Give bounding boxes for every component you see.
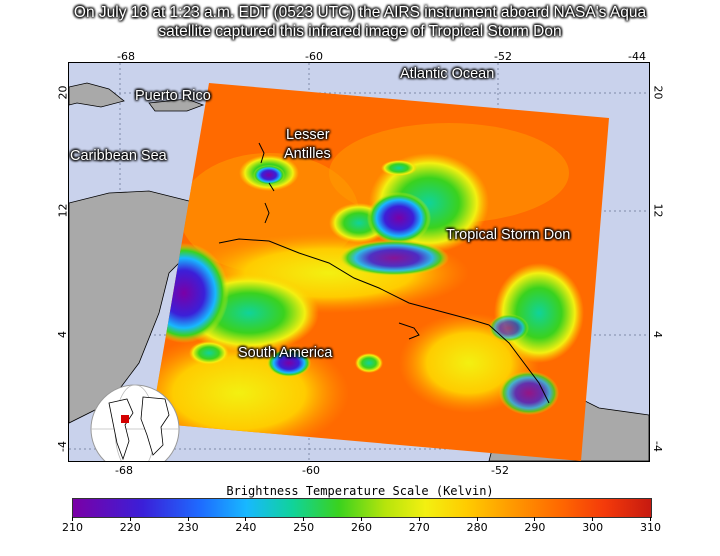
label-south-america: South America	[238, 345, 333, 361]
colorbar-title: Brightness Temperature Scale (Kelvin)	[226, 484, 494, 498]
lat-tick-right-1: 20	[651, 85, 665, 100]
colorbar-tick-label: 230	[177, 521, 199, 534]
colorbar-tick-label: 270	[408, 521, 430, 534]
colorbar-tick-label: 210	[62, 521, 83, 534]
lat-tick-right-3: 4	[651, 331, 664, 338]
colorbar-tick-label: 290	[524, 521, 546, 534]
colorbar-tick-mark	[72, 517, 73, 521]
colorbar-tick-mark	[245, 517, 247, 521]
lat-tick-right-2: 12	[651, 203, 665, 218]
lon-tick-bottom-3: -52	[491, 464, 509, 477]
colorbar-tick-mark	[476, 517, 478, 521]
lon-tick-bottom-2: -60	[302, 464, 320, 477]
label-tropical-storm-don: Tropical Storm Don	[446, 227, 571, 243]
ir-swath	[151, 83, 609, 461]
colorbar-tick-mark	[303, 517, 305, 521]
lon-tick-top-3: -52	[494, 50, 512, 63]
title-line-1: On July 18 at 1:23 a.m. EDT (0523 UTC) t…	[73, 4, 647, 21]
lon-tick-top-2: -60	[305, 50, 323, 63]
colorbar-tick-label: 250	[293, 521, 315, 534]
label-atlantic-ocean: Atlantic Ocean	[400, 66, 495, 82]
colorbar	[72, 498, 652, 518]
title-line-2: satellite captured this infrared image o…	[158, 23, 562, 40]
label-caribbean-sea: Caribbean Sea	[70, 148, 167, 164]
colorbar-tick-mark	[129, 517, 131, 521]
colorbar-tick-label: 220	[119, 521, 141, 534]
label-puerto-rico: Puerto Rico	[135, 88, 211, 104]
colorbar-tick-label: 280	[466, 521, 488, 534]
colorbar-tick-label: 300	[582, 521, 604, 534]
colorbar-tick-mark	[592, 517, 594, 521]
lon-tick-top-1: -68	[117, 50, 135, 63]
satellite-map	[69, 63, 649, 461]
locator-globe	[90, 384, 180, 461]
label-lesser-antilles-2: Antilles	[284, 146, 331, 162]
colorbar-tick-mark	[187, 517, 189, 521]
lat-tick-right-4: -4	[650, 441, 664, 452]
colorbar-tick-label: 310	[640, 521, 661, 534]
lon-tick-bottom-1: -68	[115, 464, 133, 477]
colorbar-tick-mark	[534, 517, 536, 521]
colorbar-tick-mark	[650, 517, 651, 521]
colorbar-tick-label: 260	[351, 521, 372, 534]
colorbar-tick-mark	[418, 517, 420, 521]
colorbar-tick-label: 240	[235, 521, 257, 534]
lon-tick-top-4: -44	[628, 50, 646, 63]
colorbar-tick-mark	[361, 517, 362, 521]
label-lesser-antilles-1: Lesser	[286, 127, 330, 143]
coastline	[218, 142, 550, 404]
map-frame	[68, 62, 650, 462]
